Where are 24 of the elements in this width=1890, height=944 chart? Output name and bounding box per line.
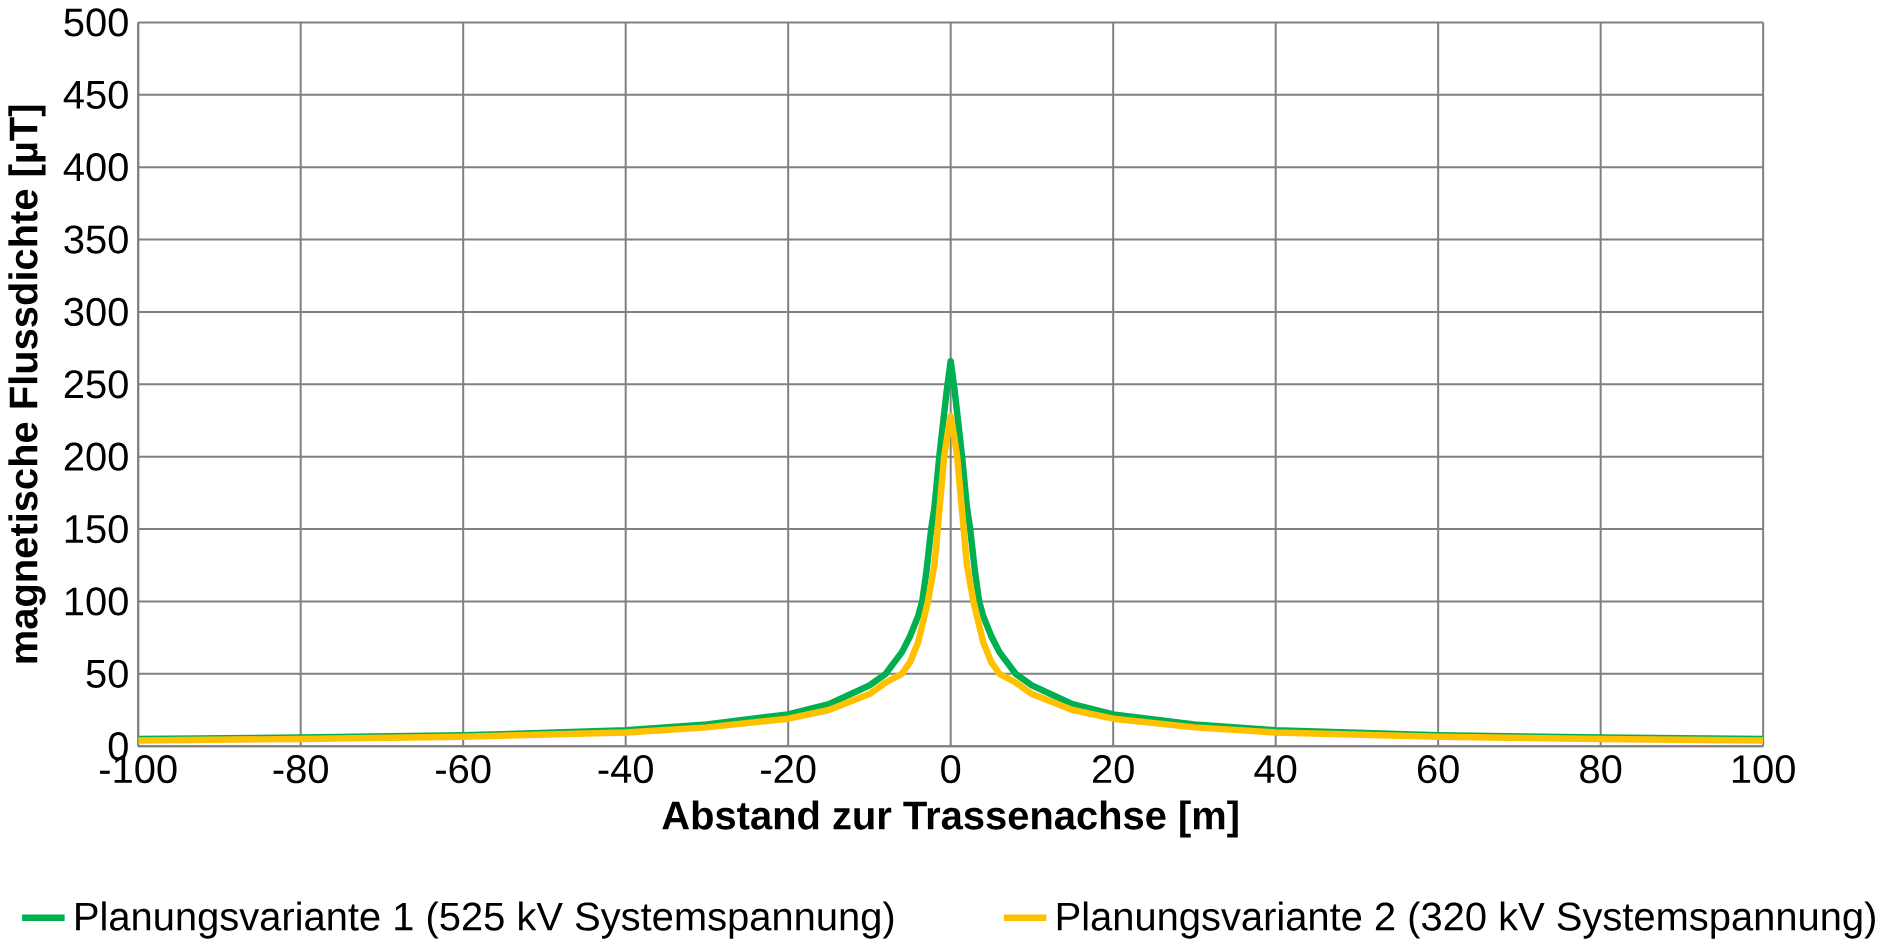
x-tick-label: 100 <box>1732 755 1795 784</box>
x-tick-label: 60 <box>1418 755 1459 784</box>
legend-label: Planungsvariante 1 (525 kV Systemspannung) <box>76 901 894 939</box>
legend-label: Planungsvariante 2 (320 kV Systemspannung) <box>1057 901 1875 939</box>
x-tick-label: -60 <box>436 755 491 784</box>
y-tick-label: 300 <box>64 297 128 327</box>
y-tick-label: 150 <box>65 514 128 544</box>
y-tick-label: 350 <box>64 225 128 254</box>
y-tick-label: 450 <box>63 80 128 109</box>
y-tick-label: 200 <box>64 442 128 471</box>
x-tick-label: 80 <box>1580 755 1622 784</box>
x-tick-label: -80 <box>273 755 328 784</box>
x-tick-label: 0 <box>941 755 961 784</box>
y-axis-title: magnetische Flussdichte [µT] <box>8 105 46 663</box>
y-tick-label: 100 <box>65 587 128 616</box>
y-tick-label: 400 <box>63 153 128 182</box>
y-tick-label: 500 <box>64 8 128 37</box>
x-axis-title: Abstand zur Trassenachse [m] <box>662 800 1238 838</box>
x-tick-label: 40 <box>1254 755 1297 784</box>
x-tick-label: -40 <box>598 755 653 784</box>
y-tick-label: 250 <box>64 370 128 399</box>
x-tick-label: -20 <box>761 755 816 784</box>
y-tick-label: 50 <box>86 659 128 688</box>
x-tick-label: 20 <box>1092 755 1134 784</box>
